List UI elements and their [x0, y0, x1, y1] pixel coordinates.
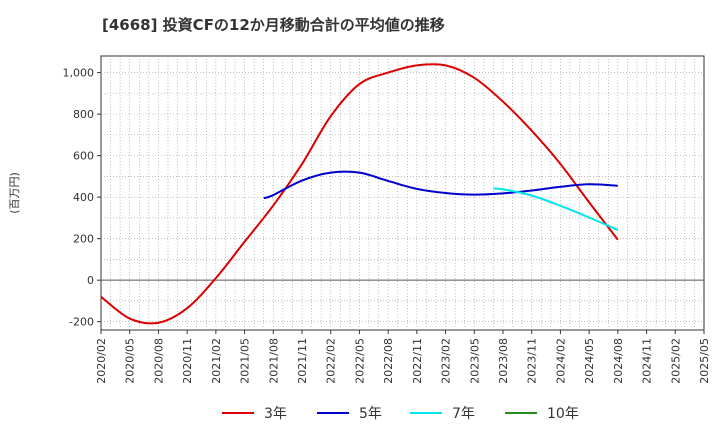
x-tick-label: 2024/11 — [641, 338, 654, 384]
x-tick-label: 2025/02 — [669, 338, 682, 384]
x-tick-label: 2021/05 — [239, 338, 252, 384]
x-tick-label: 2020/05 — [124, 338, 137, 384]
x-tick-label: 2023/08 — [497, 338, 510, 384]
x-tick-label: 2022/11 — [411, 338, 424, 384]
y-tick-label: 400 — [73, 191, 94, 204]
y-axis-label: (百万円) — [8, 172, 21, 214]
x-tick-label: 2025/05 — [698, 338, 711, 384]
x-tick-label: 2021/02 — [210, 338, 223, 384]
x-tick-label: 2020/02 — [95, 338, 108, 384]
series-line-2 — [263, 170, 618, 200]
legend: 3年 5年 7年 10年 — [222, 406, 579, 422]
legend-entry: 10年 — [547, 406, 579, 422]
y-tick-label: -200 — [69, 316, 94, 329]
x-tick-label: 2024/02 — [554, 338, 567, 384]
x-tick-label: 2022/08 — [382, 338, 395, 384]
y-tick-label: 0 — [87, 274, 94, 287]
series-group — [100, 63, 619, 325]
chart-title: [4668] 投資CFの12か月移動合計の平均値の推移 — [102, 16, 445, 34]
x-tick-label: 2023/02 — [440, 338, 453, 384]
grid — [101, 56, 704, 330]
series-line-1 — [100, 63, 619, 325]
y-tick-label: 600 — [73, 150, 94, 163]
legend-entry: 7年 — [452, 406, 475, 422]
x-axis: 2020/02 2020/05 2020/08 2020/11 2021/02 2021/… — [95, 330, 711, 384]
x-tick-label: 2022/02 — [325, 338, 338, 384]
y-tick-label: 200 — [73, 233, 94, 246]
y-axis: -200 0 200 400 600 800 1,000 — [63, 67, 101, 329]
legend-entry: 3年 — [264, 406, 287, 422]
y-tick-label: 800 — [73, 108, 94, 121]
x-tick-label: 2023/05 — [468, 338, 481, 384]
x-tick-label: 2024/08 — [612, 338, 625, 384]
y-tick-label: 1,000 — [63, 67, 95, 80]
x-tick-label: 2022/05 — [353, 338, 366, 384]
x-tick-label: 2020/08 — [152, 338, 165, 384]
x-tick-label: 2021/08 — [267, 338, 280, 384]
plot-area — [100, 55, 705, 331]
legend-entry: 5年 — [359, 406, 382, 422]
x-tick-label: 2023/11 — [526, 338, 539, 384]
series-line-3 — [493, 187, 619, 231]
x-tick-label: 2021/11 — [296, 338, 309, 384]
x-tick-label: 2024/05 — [583, 338, 596, 384]
x-tick-label: 2020/11 — [181, 338, 194, 384]
